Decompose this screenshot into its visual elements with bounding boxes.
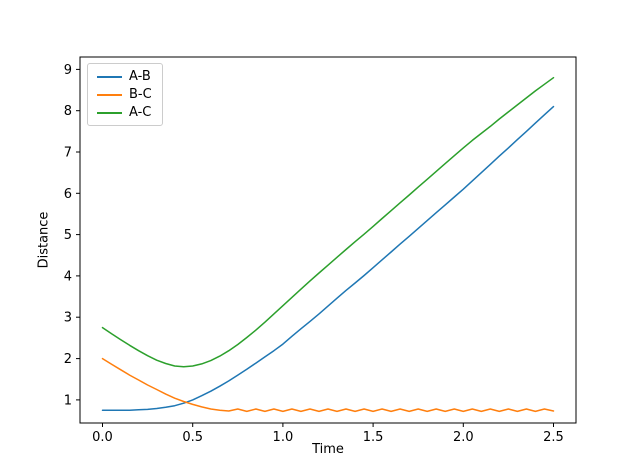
legend-entry-ac: A-C [97,106,152,119]
y-tick-label: 9 [64,63,72,78]
y-tick-label: 2 [64,352,72,367]
x-tick-label: 0.5 [182,430,203,445]
x-axis-label: Time [312,442,344,457]
y-tick-label: 8 [64,104,72,119]
x-tick-label: 2.5 [543,430,564,445]
y-tick-label: 4 [64,269,72,284]
y-tick-label: 3 [64,311,72,326]
x-tick-label: 1.5 [363,430,384,445]
y-tick-label: 5 [64,228,72,243]
series-line-A-B [101,105,555,411]
y-axis-label: Distance [36,211,52,269]
legend-entry-bc: B-C [97,88,152,101]
legend-label-ab: A-B [129,69,151,84]
x-tick-label: 2.0 [453,430,474,445]
y-tick-label: 1 [64,393,72,408]
x-tick-label: 1.0 [273,430,294,445]
legend-entry-ab: A-B [97,70,152,83]
series-line-B-C [101,357,555,413]
x-tick-label: 0.0 [92,430,113,445]
series-line-A-C [101,76,555,368]
y-tick-label: 6 [64,187,72,202]
legend-line-swatch-ab [97,75,122,78]
axes-box [79,56,577,424]
legend-line-swatch-bc [97,93,122,96]
legend-line-swatch-ac [97,111,122,114]
y-tick-label: 7 [64,146,72,161]
legend-label-bc: B-C [129,87,152,102]
legend-label-ac: A-C [129,105,152,120]
legend: A-B B-C A-C [87,63,163,126]
